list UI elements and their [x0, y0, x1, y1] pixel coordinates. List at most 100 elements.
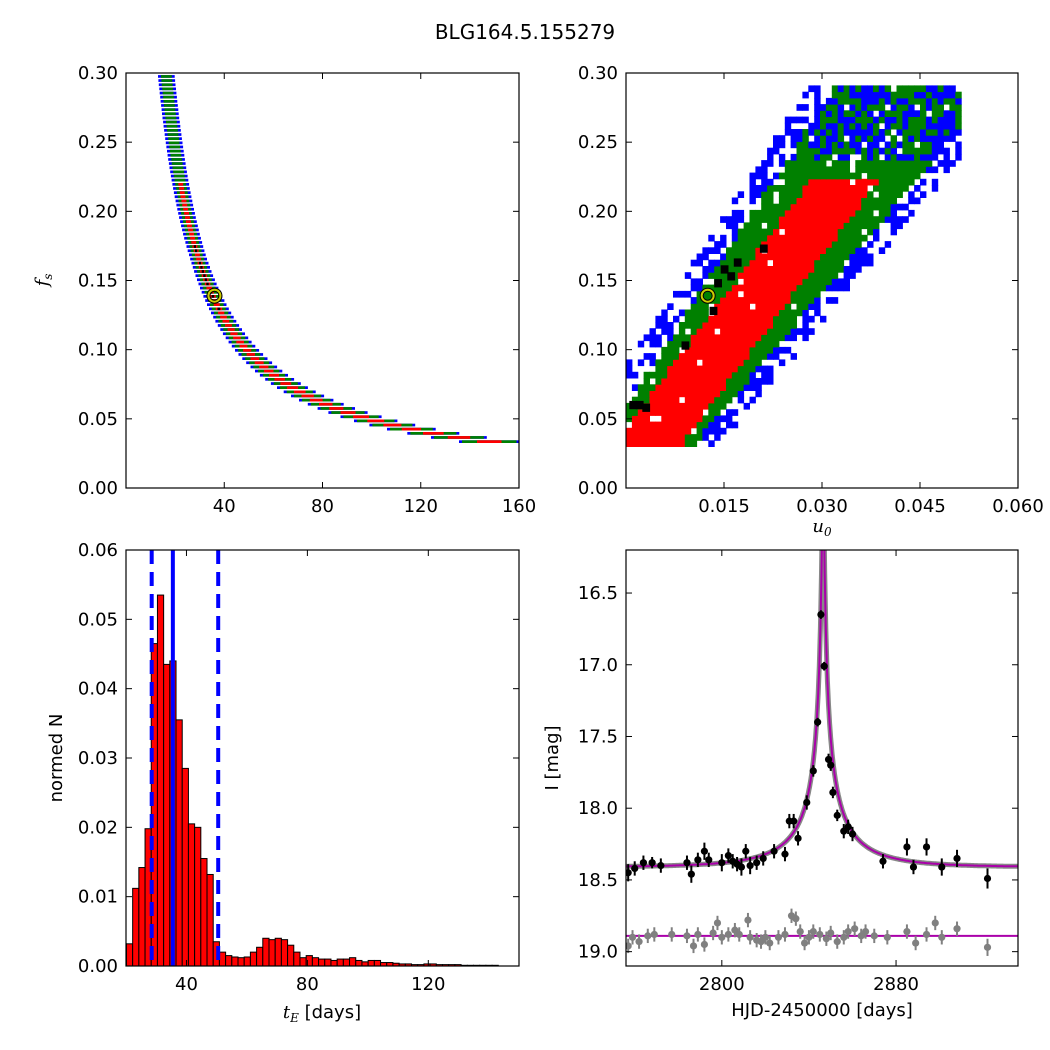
cloud-cell [914, 116, 921, 124]
band-cell [211, 295, 215, 298]
cloud-cell [849, 191, 856, 198]
cloud-cell [796, 290, 803, 298]
offset-data-point [650, 930, 658, 939]
cloud-cell [878, 91, 886, 99]
cloud-cell [925, 97, 933, 105]
cloud-cell [773, 141, 780, 149]
band-cell [293, 390, 306, 394]
cloud-cell [778, 241, 786, 248]
cloud-cell [855, 191, 862, 198]
cloud-cell [902, 203, 909, 211]
cloud-cell [637, 396, 645, 404]
cloud-cell [808, 147, 815, 155]
y-tick-label: 0.10 [578, 340, 618, 361]
y-axis-label: I [mag] [542, 725, 563, 790]
cloud-cell [773, 203, 780, 211]
cloud-cell [720, 359, 727, 367]
cloud-cell [814, 284, 821, 292]
band-cell [187, 224, 192, 228]
cloud-cell [820, 166, 827, 174]
offset-data-point [746, 933, 754, 941]
cloud-cell [714, 272, 721, 279]
cloud-cell [761, 278, 768, 286]
offset-data-point [713, 919, 722, 927]
y-tick-label: 0.00 [78, 478, 118, 499]
cloud-cell [755, 334, 762, 342]
cloud-cell [925, 104, 933, 111]
cloud-cell [778, 135, 786, 142]
offset-data-point [870, 932, 878, 940]
cloud-cell [708, 266, 715, 273]
cloud-cell [814, 228, 821, 236]
cloud-cell [778, 346, 786, 354]
cloud-cell [820, 141, 827, 149]
cloud-cell [678, 390, 686, 398]
cloud-cell [690, 328, 698, 335]
cloud-cell [896, 97, 903, 105]
cloud-cell [761, 272, 768, 279]
cloud-cell [743, 353, 750, 360]
cloud-cell [661, 384, 668, 391]
cloud-cell [820, 104, 827, 111]
cloud-cell [802, 228, 809, 236]
cloud-cell [925, 141, 933, 149]
cloud-cell [814, 278, 821, 286]
cloud-cell [843, 234, 850, 242]
cloud-cell [749, 371, 756, 379]
data-point [759, 854, 767, 863]
cloud-cell [714, 247, 721, 254]
y-tick-label: 0.15 [78, 271, 118, 292]
cloud-cell [773, 284, 780, 292]
cloud-cell [802, 104, 809, 111]
cloud-cell [843, 166, 850, 174]
cloud-cell [796, 272, 803, 279]
band-cell [230, 332, 238, 336]
cloud-cell [861, 166, 868, 174]
offset-data-point [805, 933, 813, 941]
cloud-cell [696, 378, 703, 385]
cloud-cell [814, 172, 821, 180]
cloud-cell [802, 135, 809, 142]
cloud-cell [708, 396, 715, 404]
offset-data-point [694, 930, 702, 939]
offset-data-point [827, 929, 835, 937]
data-point [694, 856, 702, 864]
cloud-cell [837, 216, 845, 223]
cloud-cell [831, 141, 839, 149]
cloud-cell [931, 97, 939, 105]
cloud-cell [708, 378, 715, 385]
cloud-cell [843, 197, 850, 205]
y-tick-label: 0.05 [78, 409, 118, 430]
x-tick-label: 80 [311, 496, 334, 517]
cloud-cell [673, 365, 680, 373]
cloud-cell [714, 415, 721, 423]
cloud-cell [702, 378, 709, 385]
cloud-cell [696, 322, 703, 329]
cloud-cell [784, 253, 792, 261]
cloud-cell [849, 147, 856, 155]
cloud-cell [837, 203, 845, 211]
cloud-cell [726, 384, 733, 391]
cloud-cell [702, 434, 709, 441]
cloud-cell [690, 378, 698, 385]
cloud-cell [937, 135, 944, 142]
cloud-cell [790, 197, 797, 205]
cloud-cell [731, 197, 739, 205]
cloud-cell [696, 334, 703, 342]
cloud-cell [837, 91, 845, 99]
cloud-cell [631, 415, 639, 423]
cloud-cell [761, 322, 768, 329]
cloud-cell [714, 266, 721, 273]
cloud-cell [949, 110, 956, 117]
cloud-cell [690, 415, 698, 423]
cloud-cell [843, 141, 850, 149]
cloud-cell [720, 234, 727, 242]
offset-data-point [931, 919, 939, 927]
cloud-cell [796, 135, 803, 142]
y-tick-label: 0.30 [578, 63, 618, 84]
cloud-cell [731, 222, 739, 230]
band-cell [170, 153, 182, 157]
cloud-cell [767, 272, 774, 279]
cloud-cell [749, 222, 756, 230]
cloud-cell [825, 172, 833, 180]
